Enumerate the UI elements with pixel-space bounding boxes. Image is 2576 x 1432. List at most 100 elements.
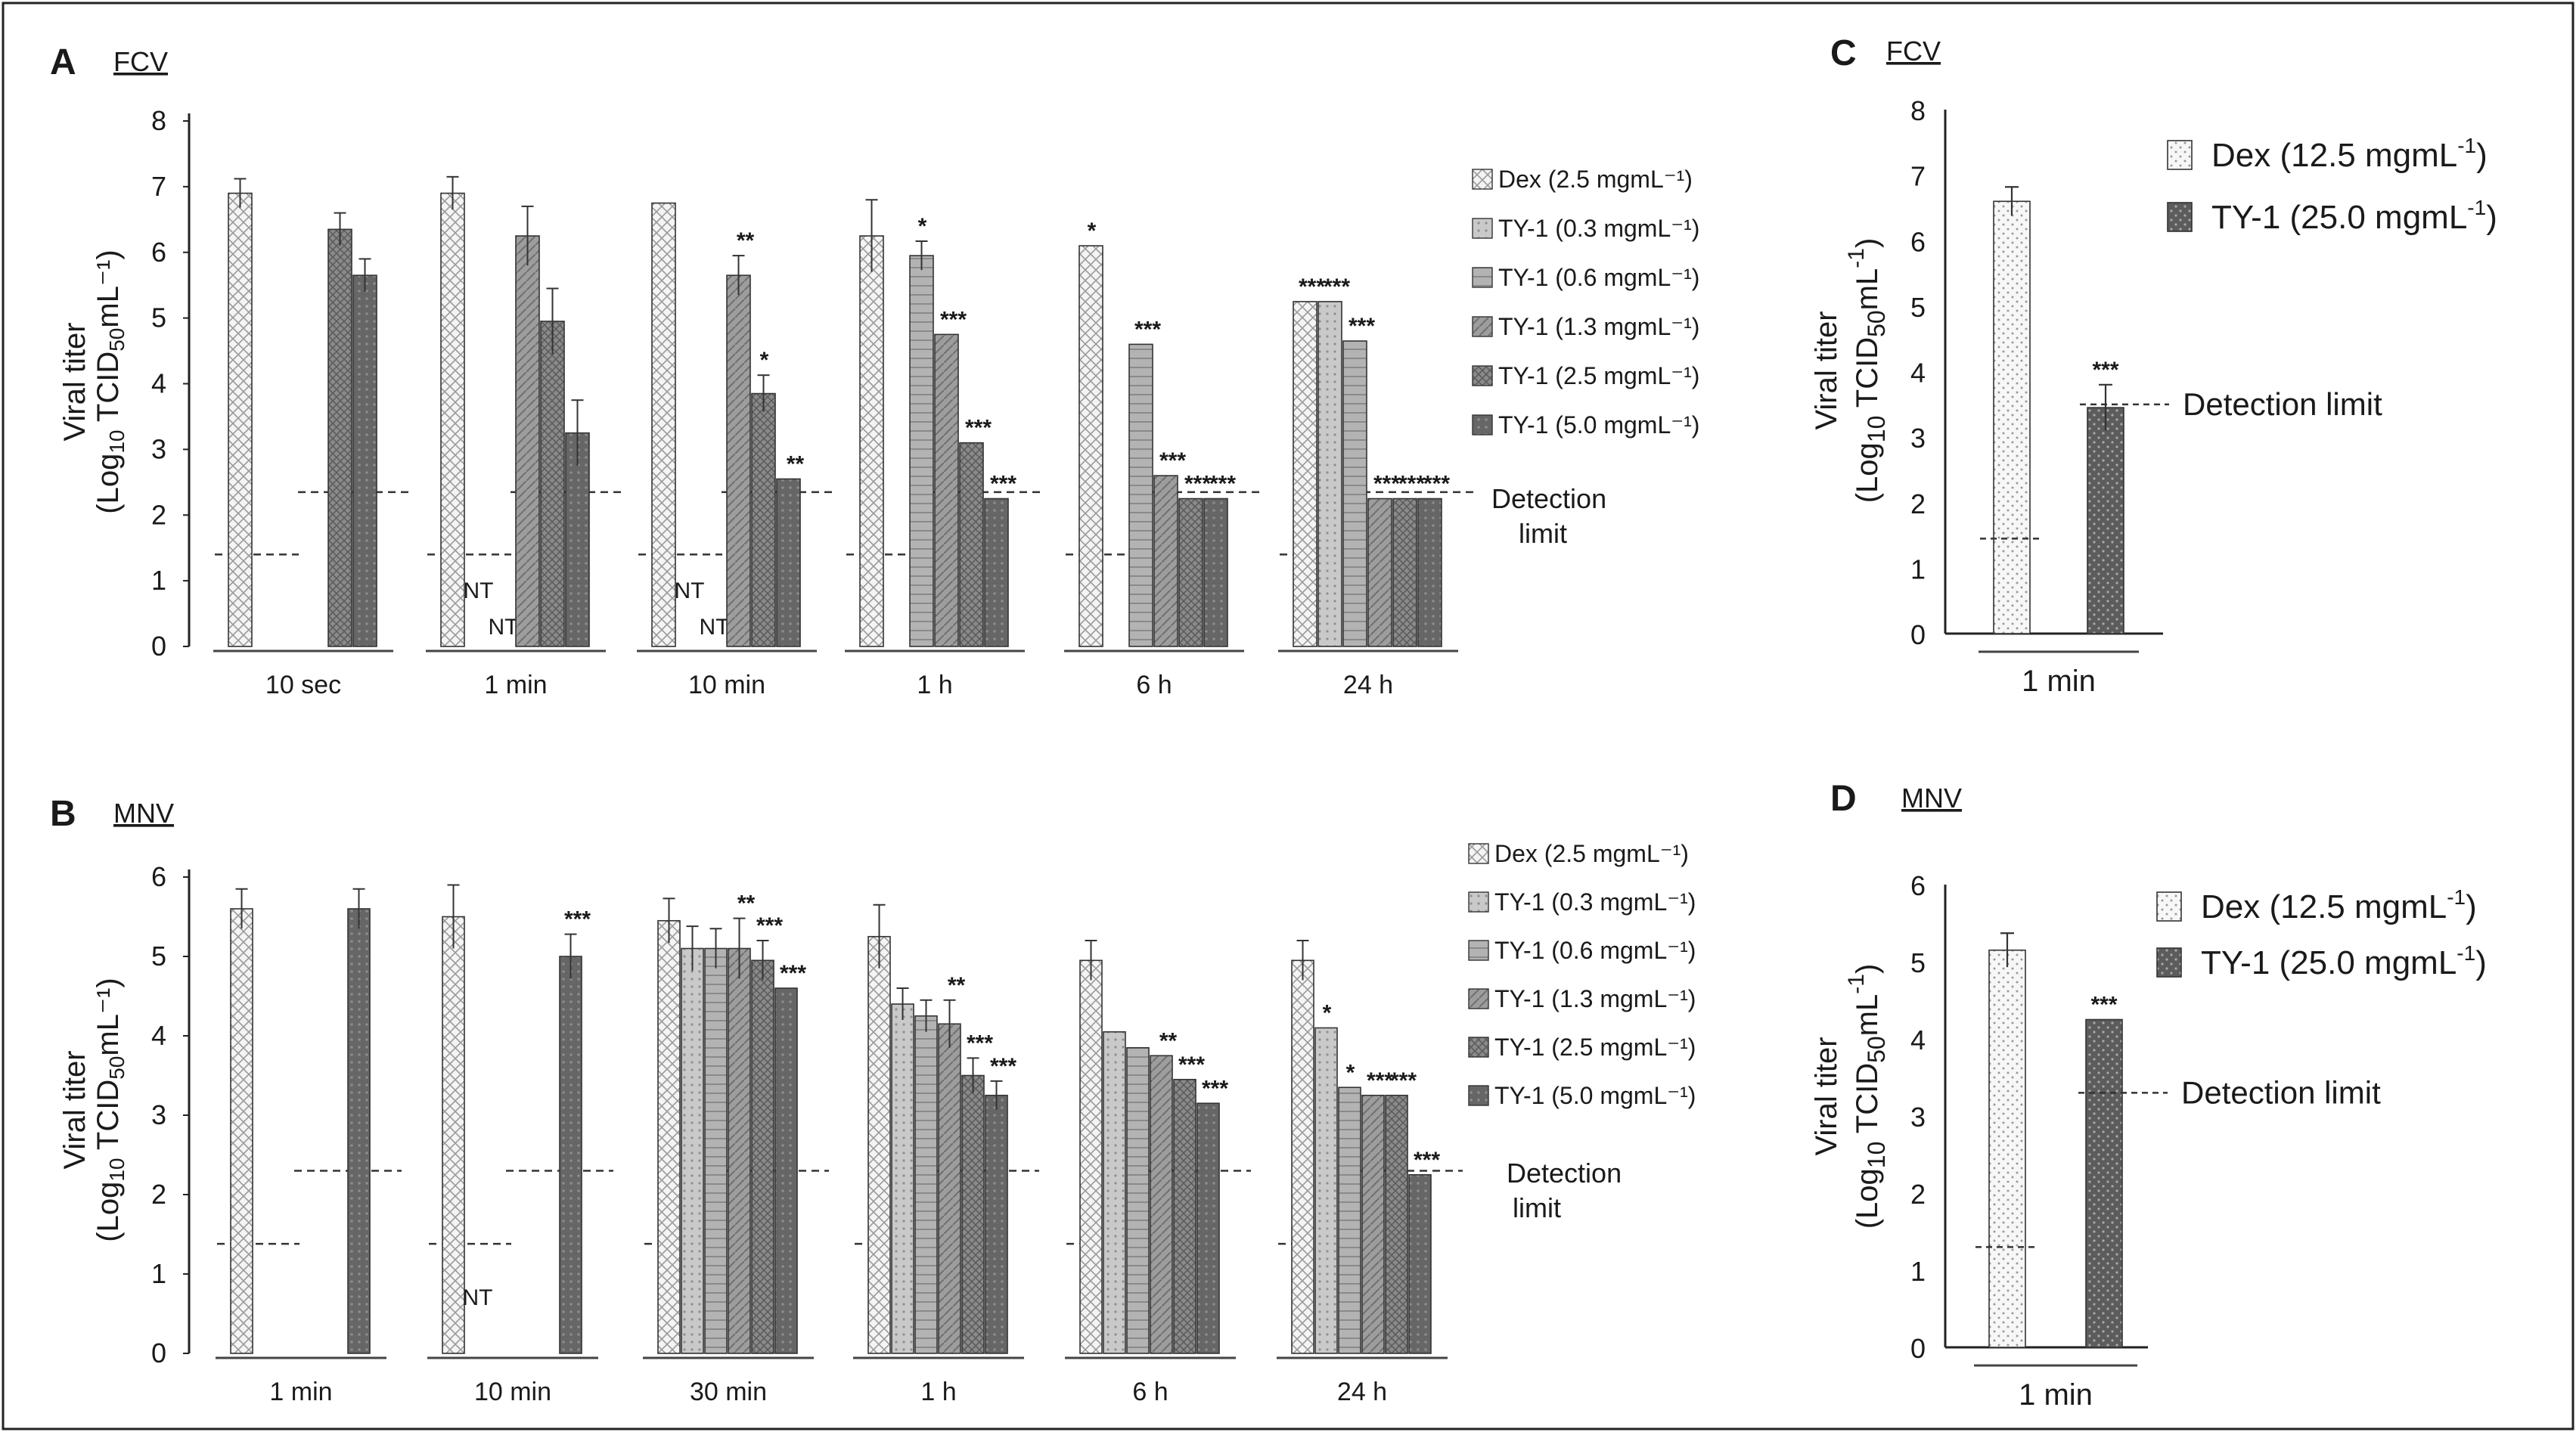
panel-b-legend-swatch-0 [1468, 843, 1489, 864]
panel-b-sig-s3-c3: ** [948, 973, 966, 998]
panel-a-category-label-2: 10 min [688, 671, 765, 699]
panel-a-ytick-6: 6 [151, 237, 166, 268]
panel-b-ytick-0: 0 [151, 1337, 166, 1368]
panel-a-category-label-1: 1 min [484, 671, 547, 699]
panel-a-legend-swatch-1 [1472, 218, 1493, 239]
panel-b-bar-s4-c2 [751, 959, 774, 1354]
panel-b-legend-swatch-3 [1468, 988, 1489, 1009]
panel-c-ylabel-mid: TCID [1851, 337, 1884, 416]
panel-a-sig-s5-c4: *** [1209, 472, 1236, 497]
panel-d-ytick-2: 2 [1910, 1179, 1926, 1210]
panel-a-bar-s0-c0 [228, 192, 253, 647]
panel-b-ylabel-line1: Viral titer [58, 1050, 92, 1169]
panel-c-legend-name-1: TY-1 (25.0 mgmL [2211, 199, 2467, 236]
panel-a-bar-s5-c3 [984, 497, 1009, 647]
panel-c-legend-swatch-1 [2167, 202, 2193, 232]
panel-c-legend-label-0: Dex (12.5 mgmL-1) [2211, 134, 2488, 174]
panel-a-bar-s4-c0 [327, 228, 352, 647]
panel-b-bar-s0-c2 [657, 919, 681, 1354]
panel-c-bar-1 [2087, 407, 2124, 634]
panel-a-bar-s4-c1 [540, 321, 565, 647]
panel-c-detection-label: Detection limit [2183, 386, 2382, 422]
panel-b-sig-s3-c2: ** [737, 891, 756, 916]
panel-b-ylabel-line2: (Log10 TCID50mL⁻¹) [92, 978, 129, 1241]
panel-a-ytick-2: 2 [151, 499, 166, 530]
panel-a-bar-s5-c2 [776, 478, 801, 647]
panel-b-bar-s5-c2 [774, 987, 798, 1354]
panel-a-bar-s5-c4 [1203, 497, 1228, 647]
panel-a-legend-swatch-3 [1472, 316, 1493, 337]
panel-b-ylabel-suffix: mL⁻¹) [92, 978, 125, 1055]
panel-a-nt-s1-c2: NT [675, 578, 705, 603]
panel-b-bar-s5-c5 [1408, 1173, 1432, 1354]
panel-d-ylabel-prefix: (Log [1851, 1168, 1884, 1229]
panel-a-ylabel-mid: TCID [92, 352, 125, 430]
panel-c-ylabel-mid2: mL [1851, 268, 1884, 311]
panel-b-ytick-6: 6 [151, 861, 166, 892]
panel-a-bar-s2-c3 [909, 255, 934, 647]
panel-b-bar-s2-c5 [1338, 1086, 1361, 1354]
panel-a-ytick-8: 8 [151, 105, 166, 136]
panel-a-virus: FCV [113, 46, 168, 77]
panel-a-sig-s3-c2: ** [737, 228, 755, 253]
panel-a-legend-swatch-5 [1472, 414, 1493, 435]
panel-d-legend-label-1: TY-1 (25.0 mgmL-1) [2201, 941, 2487, 981]
panel-b-letter: B [50, 794, 76, 834]
panel-a-bar-s3-c4 [1153, 475, 1178, 647]
panel-a-category-label-4: 6 h [1136, 671, 1172, 699]
panel-c-ytick-7: 7 [1910, 161, 1926, 192]
panel-d-legend-close-1: ) [2475, 944, 2487, 981]
panel-c-ylabel-line2: (Log10 TCID50mL-1) [1844, 238, 1890, 504]
panel-b-bar-s1-c3 [891, 1003, 914, 1354]
panel-b-category-label-2: 30 min [690, 1378, 767, 1406]
panel-c-ytick-6: 6 [1910, 226, 1926, 257]
panel-b-ylabel: Viral titer (Log10 TCID50mL⁻¹) [58, 978, 129, 1241]
panel-a-sig-s5-c5: *** [1423, 472, 1450, 497]
panel-b-nt-s1-c1: NT [463, 1285, 493, 1310]
panel-c-category-label: 1 min [2022, 665, 2096, 698]
panel-a-ylabel-suffix: mL⁻¹) [92, 250, 125, 327]
panel-b-category-label-0: 1 min [269, 1378, 332, 1406]
panel-a-bar-s3-c1 [515, 235, 540, 647]
panel-a-ytick-4: 4 [151, 368, 166, 399]
panel-c-ytick-2: 2 [1910, 488, 1926, 519]
panel-a-ytick-7: 7 [151, 171, 166, 202]
panel-b-virus: MNV [113, 798, 174, 829]
panel-b-legend-swatch-5 [1468, 1085, 1489, 1106]
panel-a-category-label-5: 24 h [1343, 671, 1393, 699]
panel-d-legend-name-0: Dex (12.5 mgmL [2201, 888, 2447, 925]
panel-b-bar-s4-c3 [961, 1074, 985, 1354]
panel-b-legend-label-5: TY-1 (5.0 mgmL⁻¹) [1494, 1082, 1696, 1109]
panel-c-legend-name-0: Dex (12.5 mgmL [2211, 137, 2457, 174]
panel-b-bar-s1-c5 [1314, 1027, 1338, 1354]
panel-d-ytick-4: 4 [1910, 1024, 1926, 1055]
panel-a-bar-s0-c1 [440, 192, 465, 647]
panel-a-bar-s0-c2 [651, 202, 676, 647]
panel-b-bar-s3-c2 [728, 947, 751, 1354]
panel-b-category-label-1: 10 min [474, 1378, 551, 1406]
panel-a-sig-s4-c4: *** [1184, 472, 1211, 497]
panel-a-nt-s1-c1: NT [464, 578, 494, 603]
panel-c-ylabel-line1: Viral titer [1810, 311, 1843, 429]
panel-a-sig-s4-c5: *** [1398, 472, 1425, 497]
panel-d-bar-0 [1988, 949, 2026, 1348]
panel-d-virus: MNV [1901, 783, 1962, 814]
panel-c-ytick-0: 0 [1910, 619, 1926, 650]
panel-d-legend-sup-1: -1 [2457, 941, 2475, 965]
panel-a-bar-s0-c5 [1293, 301, 1317, 647]
panel-a-detection-label-2: limit [1519, 518, 1567, 549]
panel-b-bar-s5-c4 [1196, 1102, 1220, 1354]
panel-a-bar-s4-c4 [1178, 497, 1203, 647]
panel-a-sig-s3-c5: *** [1373, 472, 1400, 497]
panel-b-bar-s0-c4 [1079, 959, 1103, 1354]
panel-b-sig-s4-c5: *** [1390, 1068, 1417, 1093]
panel-b-sig-s4-c2: *** [756, 913, 783, 938]
panel-b-legend-label-2: TY-1 (0.6 mgmL⁻¹) [1494, 937, 1696, 964]
panel-b-legend-label-4: TY-1 (2.5 mgmL⁻¹) [1494, 1034, 1696, 1061]
panel-b-bar-s5-c0 [347, 908, 371, 1354]
panel-a-bar-s5-c1 [565, 432, 590, 647]
panel-c-ytick-8: 8 [1910, 95, 1926, 126]
panel-d-legend-swatch-1 [2156, 947, 2182, 978]
panel-a-legend-swatch-0 [1472, 169, 1493, 190]
